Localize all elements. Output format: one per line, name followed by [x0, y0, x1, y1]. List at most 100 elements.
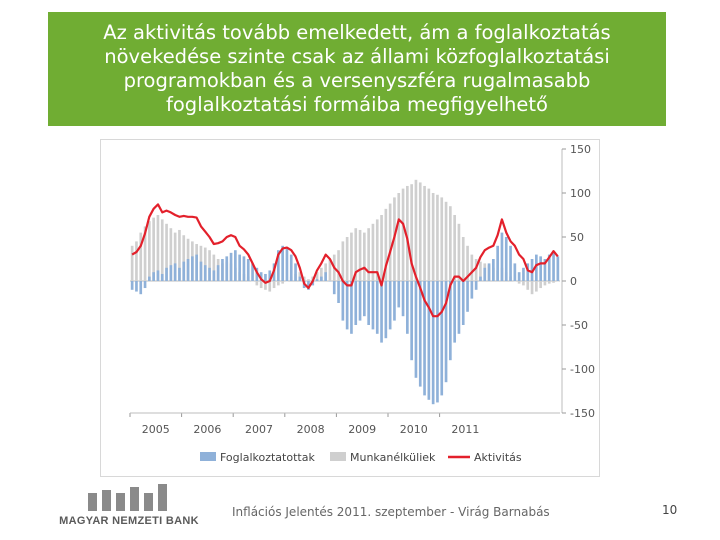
bar-employed: [423, 281, 426, 396]
bar-employed: [255, 267, 259, 281]
bar-unemployed: [388, 203, 392, 281]
bar-unemployed: [461, 237, 465, 281]
bar-employed: [504, 237, 508, 281]
bar-employed: [414, 281, 418, 378]
bar-unemployed: [539, 281, 542, 289]
bar-unemployed: [414, 179, 418, 281]
bar-employed: [156, 270, 160, 281]
bar-unemployed: [358, 229, 362, 281]
bar-employed: [418, 281, 422, 387]
bar-unemployed: [130, 245, 134, 281]
bar-unemployed: [135, 241, 138, 281]
x-tick-label: 2006: [193, 423, 221, 436]
bar-unemployed: [285, 281, 289, 282]
bar-unemployed: [543, 281, 547, 286]
bar-employed: [509, 245, 512, 281]
y-tick-label: 0: [570, 275, 577, 288]
bar-employed: [358, 281, 362, 321]
bar-unemployed: [302, 276, 306, 281]
bar-employed: [363, 281, 366, 317]
bar-employed: [135, 281, 138, 292]
bar-unemployed: [436, 194, 439, 281]
bar-unemployed: [367, 228, 370, 281]
bar-unemployed: [401, 188, 405, 281]
x-tick-label: 2011: [451, 423, 479, 436]
bar-employed: [513, 263, 517, 281]
bar-unemployed: [259, 281, 263, 289]
bar-employed: [165, 267, 168, 281]
bar-unemployed: [440, 197, 444, 281]
legend-label: Aktivitás: [474, 451, 522, 464]
bar-employed: [191, 256, 194, 281]
bar-employed: [152, 272, 155, 281]
bar-unemployed: [449, 206, 452, 281]
bar-employed: [526, 263, 530, 281]
chart-frame: [100, 139, 600, 477]
bar-employed: [457, 281, 461, 334]
x-tick-label: 2005: [142, 423, 170, 436]
bar-employed: [289, 254, 293, 281]
legend-swatch: [200, 452, 216, 461]
bar-unemployed: [535, 281, 538, 292]
bar-unemployed: [552, 281, 555, 283]
bar-unemployed: [380, 215, 383, 281]
bar-unemployed: [526, 281, 530, 290]
bar-employed: [543, 259, 547, 281]
bar-unemployed: [513, 281, 517, 282]
bar-employed: [238, 254, 241, 281]
bar-employed: [440, 281, 444, 396]
bar-unemployed: [255, 281, 259, 286]
bar-unemployed: [307, 279, 310, 281]
bar-unemployed: [350, 232, 353, 281]
bar-unemployed: [251, 281, 254, 282]
bar-employed: [375, 281, 379, 334]
bar-unemployed: [354, 228, 358, 281]
logo-bars-icon: [88, 484, 167, 511]
bar-unemployed: [173, 232, 177, 281]
bar-employed: [461, 281, 465, 325]
bar-unemployed: [277, 281, 280, 286]
bar-employed: [474, 281, 478, 290]
logo-text: MAGYAR NEMZETI BANK: [59, 515, 199, 527]
bar-unemployed: [169, 228, 173, 281]
bar-unemployed: [423, 185, 426, 281]
bar-employed: [449, 281, 452, 361]
y-tick-label: 150: [570, 143, 591, 156]
bar-unemployed: [427, 188, 431, 281]
y-tick-label: -50: [570, 319, 588, 332]
bar-employed: [130, 281, 134, 290]
bar-employed: [431, 281, 435, 405]
bar-unemployed: [320, 267, 323, 281]
bar-employed: [221, 259, 224, 281]
bar-employed: [311, 281, 315, 286]
bar-unemployed: [208, 250, 211, 281]
bar-unemployed: [453, 215, 456, 281]
bar-employed: [496, 245, 499, 281]
bar-employed: [384, 281, 388, 339]
bar-unemployed: [341, 241, 345, 281]
bar-unemployed: [268, 281, 272, 292]
bar-employed: [539, 256, 542, 281]
bar-employed: [277, 250, 280, 281]
bar-unemployed: [522, 281, 525, 286]
bar-employed: [229, 252, 233, 281]
bar-employed: [332, 281, 336, 295]
bar-employed: [492, 259, 495, 281]
y-tick-label: -100: [570, 363, 595, 376]
bar-employed: [393, 281, 396, 321]
bar-employed: [436, 281, 439, 403]
page-number: 10: [662, 503, 678, 517]
bar-unemployed: [431, 193, 435, 281]
bar-unemployed: [337, 250, 340, 281]
bar-employed: [500, 232, 504, 281]
bar-unemployed: [397, 193, 401, 281]
x-tick-label: 2007: [245, 423, 273, 436]
bar-employed: [216, 265, 220, 281]
bar-employed: [483, 267, 487, 281]
bar-employed: [556, 256, 560, 281]
bar-employed: [535, 254, 538, 281]
bar-employed: [522, 267, 525, 281]
bar-employed: [427, 281, 431, 400]
bar-employed: [148, 276, 151, 281]
bar-employed: [203, 265, 207, 281]
